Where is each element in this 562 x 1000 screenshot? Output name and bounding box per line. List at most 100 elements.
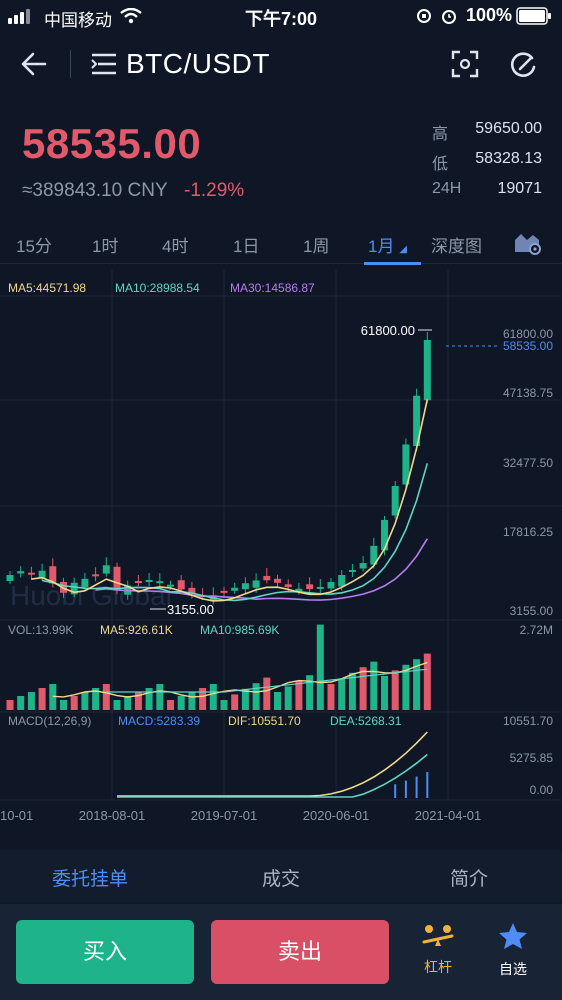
tab-1mo[interactable]: 1月 ◢ bbox=[364, 232, 421, 265]
candle bbox=[188, 587, 196, 594]
price-tick: 61800.00 bbox=[503, 327, 553, 341]
stat-value: 59650.00 bbox=[475, 120, 542, 137]
time-tick: 2019-07-01 bbox=[191, 808, 258, 823]
price-summary: 58535.00 ≈389843.10 CNY -1.29% 高 59650.0… bbox=[0, 110, 562, 214]
clock: 下午7:00 bbox=[244, 9, 318, 29]
dea-legend: DEA:5268.31 bbox=[330, 714, 402, 728]
vol-ma5-legend: MA5:926.61K bbox=[100, 623, 173, 637]
status-bar: 中国移动 下午7:00 100% bbox=[0, 0, 562, 32]
leverage-button[interactable]: 杠杆 bbox=[410, 922, 466, 977]
vol-axis-max: 2.72M bbox=[520, 623, 553, 637]
favorites-label: 自选 bbox=[499, 961, 527, 977]
fullscreen-icon[interactable] bbox=[451, 50, 479, 78]
volume-bar bbox=[295, 680, 303, 710]
tab-open-orders[interactable]: 委托挂单 bbox=[52, 869, 129, 890]
candle bbox=[220, 590, 228, 593]
watermark: Huobi Global bbox=[10, 580, 172, 611]
kline-chart[interactable]: MA5:44571.98 MA10:28988.54 MA30:14586.87… bbox=[0, 270, 562, 830]
favorites-button[interactable]: 自选 bbox=[485, 922, 541, 979]
tab-intro[interactable]: 简介 bbox=[450, 869, 489, 890]
candle bbox=[231, 587, 239, 591]
candle bbox=[177, 580, 185, 590]
candle bbox=[316, 586, 324, 589]
volume-bar bbox=[177, 696, 185, 710]
cny-price: ≈389843.10 CNY bbox=[22, 180, 168, 201]
sell-button[interactable]: 卖出 bbox=[211, 920, 389, 984]
leverage-icon bbox=[422, 925, 454, 946]
candle bbox=[252, 580, 260, 588]
dif-line bbox=[117, 731, 428, 797]
candle bbox=[81, 578, 89, 588]
volume-bar bbox=[156, 684, 164, 710]
volume-bar bbox=[92, 688, 100, 710]
high-marker-label: 61800.00 bbox=[361, 323, 415, 338]
candle bbox=[327, 582, 335, 589]
lock-rotation-icon bbox=[417, 9, 431, 23]
chart-settings-icon[interactable] bbox=[513, 230, 543, 256]
volume-bar bbox=[348, 672, 356, 710]
volume-bar bbox=[60, 700, 67, 710]
candle bbox=[92, 574, 100, 577]
candle bbox=[359, 563, 367, 569]
tab-trades[interactable]: 成交 bbox=[262, 869, 301, 890]
volume-bar bbox=[306, 675, 314, 710]
signal-icon bbox=[8, 9, 32, 29]
volume-bar bbox=[6, 700, 14, 710]
candle bbox=[348, 570, 356, 572]
stat-value: 58328.13 bbox=[475, 150, 542, 167]
refresh-icon[interactable] bbox=[508, 50, 538, 80]
tab-1w[interactable]: 1周 bbox=[303, 237, 330, 256]
macd-legend: MACD(12,26,9) bbox=[8, 714, 91, 728]
volume-bar bbox=[284, 686, 292, 710]
candle bbox=[38, 570, 46, 578]
candle bbox=[263, 575, 271, 581]
candle bbox=[370, 545, 378, 565]
price-tick: 17816.25 bbox=[503, 525, 553, 539]
tab-depth[interactable]: 深度图 bbox=[431, 237, 482, 256]
battery-percent: 100% bbox=[465, 5, 512, 25]
tab-label: 1月 bbox=[368, 237, 395, 256]
candle bbox=[295, 588, 303, 592]
top-nav: BTC/USDT bbox=[0, 36, 562, 94]
stat-label: 高 bbox=[432, 126, 449, 143]
tab-1h[interactable]: 1时 bbox=[92, 237, 119, 256]
vol-legend: VOL:13.99K bbox=[8, 623, 73, 637]
caret-down-icon: ◢ bbox=[399, 244, 407, 255]
tab-1d[interactable]: 1日 bbox=[233, 237, 260, 256]
nav-divider bbox=[70, 50, 71, 78]
volume-bar bbox=[70, 696, 78, 710]
volume-bar bbox=[402, 664, 410, 710]
candle bbox=[17, 571, 25, 574]
candle bbox=[338, 574, 346, 587]
candle bbox=[306, 584, 314, 590]
ma30-legend: MA30:14586.87 bbox=[230, 281, 315, 295]
volume-bar bbox=[391, 670, 399, 710]
dif-legend: DIF:10551.70 bbox=[228, 714, 301, 728]
ma10-legend: MA10:28988.54 bbox=[115, 281, 200, 295]
candle bbox=[156, 581, 164, 584]
tab-15m[interactable]: 15分 bbox=[16, 237, 52, 256]
volume-bar bbox=[231, 694, 239, 710]
stat-label: 低 bbox=[432, 156, 449, 173]
macd-tick: 0.00 bbox=[530, 783, 554, 797]
trading-pair[interactable]: BTC/USDT bbox=[126, 48, 270, 79]
volume-bar bbox=[188, 692, 196, 710]
stat-label: 24H bbox=[432, 180, 462, 197]
chart-grid bbox=[0, 270, 562, 801]
volume-bar bbox=[102, 684, 110, 710]
volume-bar bbox=[316, 624, 324, 710]
list-icon[interactable] bbox=[90, 52, 118, 76]
time-tick: 2018-08-01 bbox=[79, 808, 146, 823]
buy-button[interactable]: 买入 bbox=[16, 920, 194, 984]
volume-bar bbox=[423, 653, 431, 710]
arrow-left-icon[interactable] bbox=[20, 50, 48, 78]
stat-value: 19071 bbox=[497, 180, 543, 197]
time-tick: 2021-04-01 bbox=[415, 808, 482, 823]
ma30-line bbox=[95, 538, 428, 601]
tab-4h[interactable]: 4时 bbox=[162, 237, 189, 256]
candle bbox=[6, 575, 14, 581]
candle bbox=[413, 395, 421, 446]
volume-bar bbox=[413, 659, 421, 710]
price-tick: 47138.75 bbox=[503, 386, 553, 400]
candles bbox=[6, 332, 431, 605]
